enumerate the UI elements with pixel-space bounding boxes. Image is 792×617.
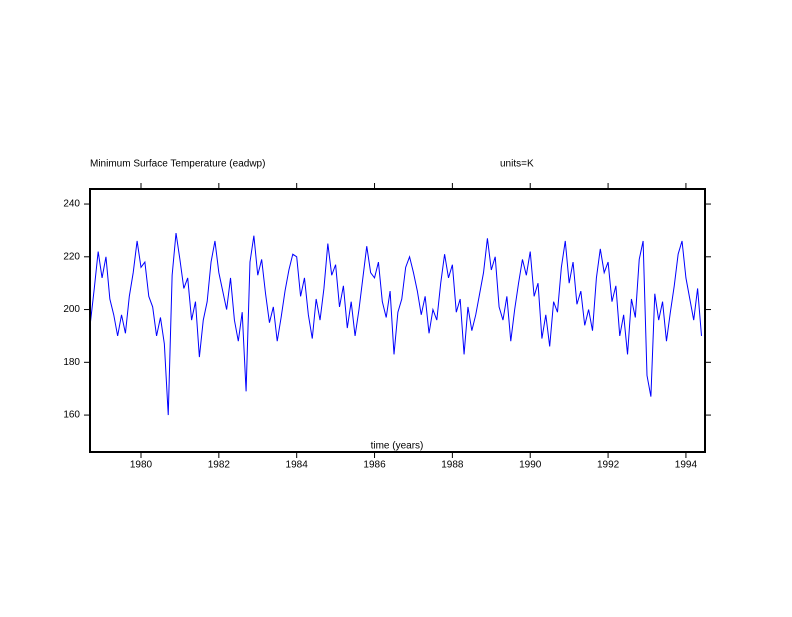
y-tick-label: 160 — [63, 410, 80, 421]
y-tick-label: 220 — [63, 251, 80, 262]
y-tick-label: 200 — [63, 304, 80, 315]
x-tick-label: 1984 — [286, 460, 309, 471]
x-tick-label: 1988 — [441, 460, 464, 471]
chart-title: Minimum Surface Temperature (eadwp) — [90, 159, 265, 170]
x-tick-label: 1992 — [597, 460, 620, 471]
x-tick-label: 1986 — [363, 460, 386, 471]
x-tick-label: 1982 — [208, 460, 231, 471]
plot-frame — [89, 188, 706, 453]
y-tick-label: 180 — [63, 357, 80, 368]
x-tick-label: 1994 — [675, 460, 698, 471]
x-tick-label: 1980 — [130, 460, 153, 471]
x-axis-label: time (years) — [371, 441, 424, 452]
x-tick-label: 1990 — [519, 460, 542, 471]
y-tick-label: 240 — [63, 199, 80, 210]
units-label: units=K — [500, 159, 534, 170]
data-line — [89, 232, 702, 416]
